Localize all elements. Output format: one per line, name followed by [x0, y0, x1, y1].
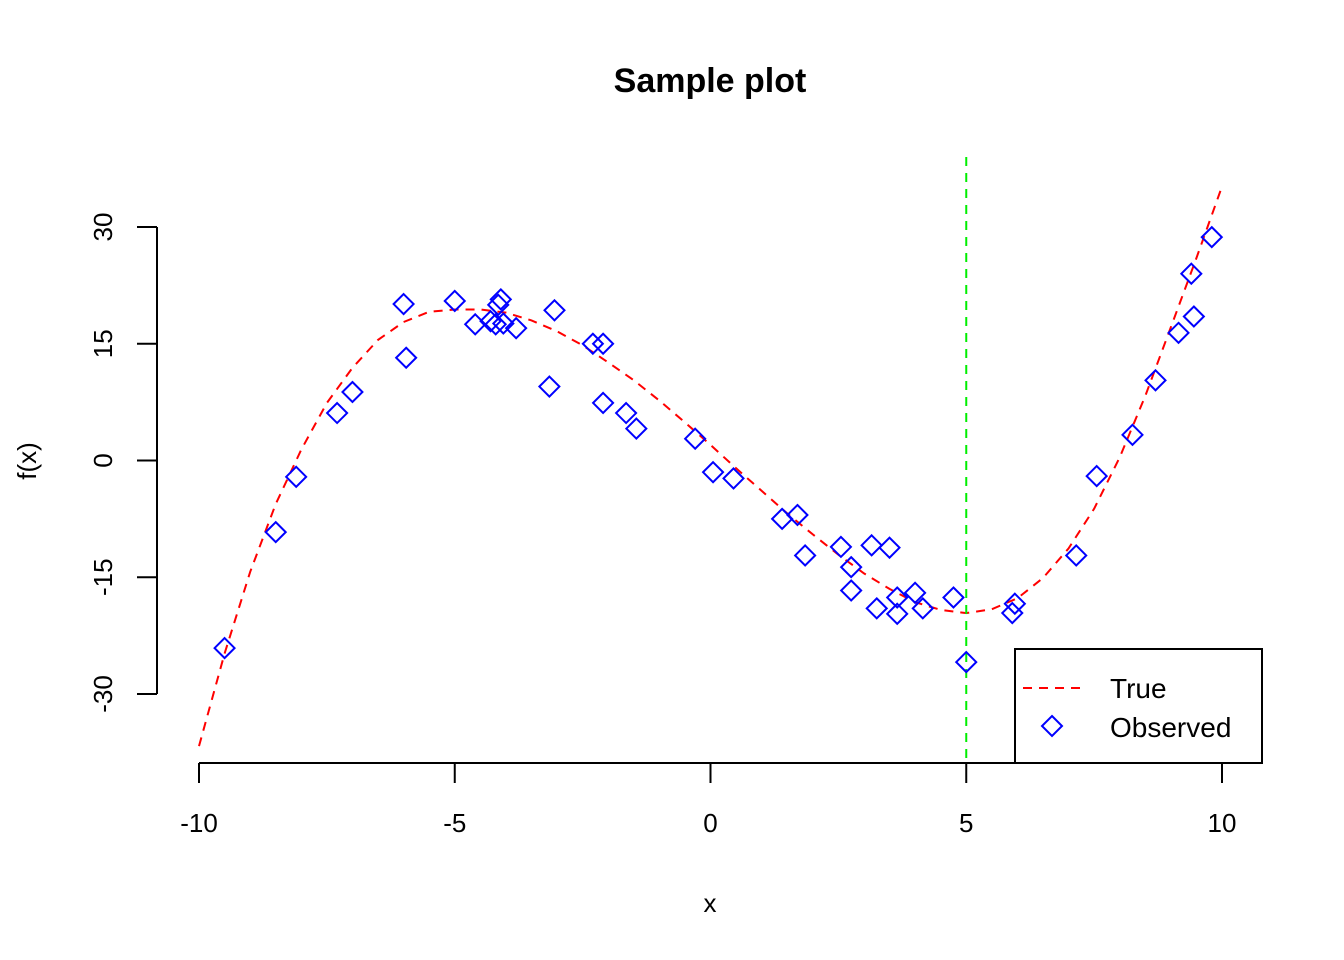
observed-point — [479, 309, 502, 333]
observed-point — [264, 520, 288, 544]
observed-point — [829, 535, 853, 559]
observed-point — [1003, 592, 1027, 616]
observed-point — [942, 586, 965, 609]
observed-point — [1144, 368, 1167, 392]
observed-point — [911, 596, 935, 620]
observed-point — [701, 460, 725, 484]
legend-box — [1014, 648, 1263, 764]
observed-point — [885, 586, 909, 609]
y-tick-label: -30 — [88, 675, 118, 713]
observed-points-layer — [213, 225, 1224, 674]
legend: True Observed — [1014, 648, 1263, 764]
observed-point — [954, 650, 978, 674]
observed-point — [504, 316, 528, 340]
observed-point — [770, 507, 794, 531]
y-axis-label: f(x) — [12, 442, 42, 480]
x-tick-label: 10 — [1208, 808, 1237, 838]
observed-point — [793, 544, 817, 567]
observed-point — [683, 427, 707, 451]
observed-point — [614, 401, 638, 425]
legend-observed-label: Observed — [1110, 712, 1231, 743]
observed-point — [878, 536, 901, 560]
observed-point — [1167, 321, 1190, 345]
observed-point — [860, 533, 884, 557]
observed-point — [1121, 423, 1144, 447]
observed-point — [491, 312, 515, 335]
observed-point — [443, 289, 467, 313]
x-tick-label: 5 — [959, 808, 973, 838]
legend-true-label: True — [1110, 673, 1167, 704]
observed-point — [392, 292, 416, 316]
true-curve-line — [198, 186, 1223, 747]
observed-point — [722, 466, 745, 490]
observed-point — [213, 636, 236, 660]
observed-point — [865, 596, 889, 620]
observed-point — [484, 312, 508, 336]
observed-point — [581, 332, 605, 356]
y-tick-label: 15 — [88, 329, 118, 358]
observed-point — [1085, 464, 1109, 488]
x-axis-label: x — [704, 888, 717, 918]
true-curve-layer — [198, 186, 1223, 747]
observed-point — [786, 503, 809, 527]
x-tick-label: 0 — [703, 808, 717, 838]
observed-point — [624, 417, 648, 441]
legend-observed-swatch — [1040, 714, 1064, 738]
observed-point — [1182, 305, 1206, 328]
x-tick-label: -5 — [443, 808, 466, 838]
observed-point — [341, 380, 364, 404]
observed-point — [325, 401, 349, 425]
observed-point — [839, 555, 863, 579]
observed-point — [839, 579, 863, 602]
x-tick-label: -10 — [180, 808, 218, 838]
observed-point — [394, 346, 418, 370]
observed-point — [463, 312, 487, 336]
y-tick-label: 0 — [88, 453, 118, 467]
observed-point — [1179, 262, 1203, 286]
chart-title: Sample plot — [614, 62, 807, 100]
observed-point — [1000, 601, 1024, 625]
observed-point — [885, 602, 909, 626]
observed-point — [1200, 225, 1224, 249]
observed-point — [543, 298, 566, 322]
observed-point — [591, 332, 615, 356]
y-tick-label: -15 — [88, 558, 118, 596]
observed-point — [489, 287, 513, 311]
observed-point — [903, 581, 927, 605]
x-axis: -10 -5 0 5 10 — [180, 762, 1237, 838]
observed-point — [591, 391, 615, 415]
observed-point — [1064, 544, 1088, 567]
observed-point — [284, 465, 308, 489]
observed-point — [537, 375, 561, 398]
y-tick-label: 30 — [88, 213, 118, 242]
y-axis: -30 -15 0 15 30 — [88, 213, 158, 713]
